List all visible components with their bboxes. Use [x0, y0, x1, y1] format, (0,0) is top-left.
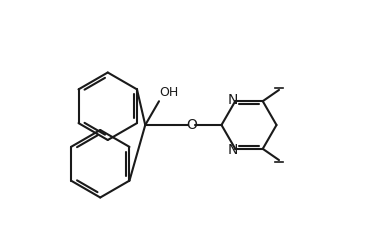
Text: N: N	[228, 143, 238, 157]
Text: OH: OH	[160, 86, 179, 99]
Text: N: N	[228, 93, 238, 107]
Text: O: O	[187, 118, 198, 132]
